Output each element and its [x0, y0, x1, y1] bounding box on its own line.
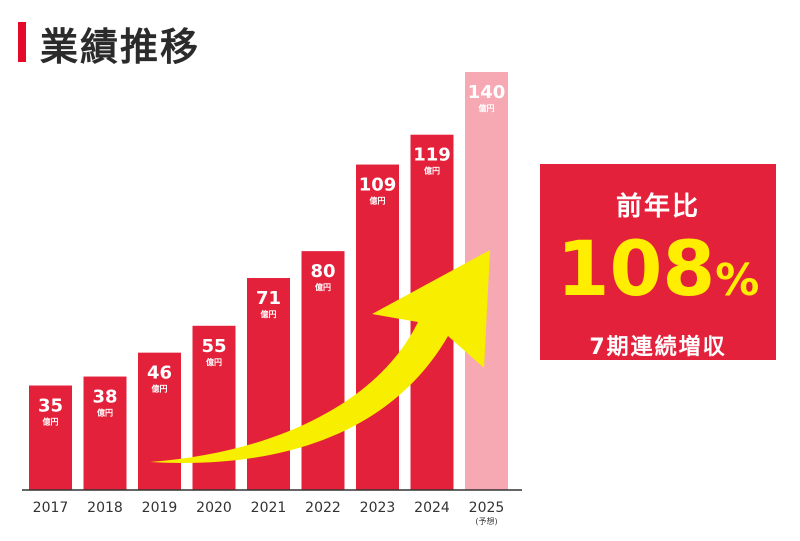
unit-label-2020: 億円 — [206, 357, 222, 367]
yoy-callout: 前年比 108% 7期連続増収 — [540, 164, 776, 360]
x-tick-2024: 2024 — [414, 500, 450, 516]
title-accent-bar — [18, 22, 26, 62]
value-label-2024: 119 — [413, 145, 451, 166]
x-tick-2018: 2018 — [87, 500, 123, 516]
x-tick-2025: 2025 — [469, 500, 505, 516]
page-title: 業績推移 — [40, 25, 201, 69]
unit-label-2024: 億円 — [424, 166, 440, 176]
value-label-2018: 38 — [92, 387, 117, 408]
yoy-percent-value: 108 — [556, 224, 716, 313]
x-tick-2021: 2021 — [251, 500, 287, 516]
consecutive-growth-label: 7期連続増収 — [589, 335, 727, 360]
unit-label-2017: 億円 — [43, 417, 59, 427]
value-label-2021: 71 — [256, 288, 281, 309]
bar-2018 — [83, 376, 127, 490]
value-label-2020: 55 — [201, 336, 226, 357]
value-label-2019: 46 — [147, 363, 172, 384]
yoy-label: 前年比 — [615, 192, 700, 222]
value-label-2025: 140 — [468, 82, 506, 103]
unit-label-2018: 億円 — [97, 408, 113, 418]
x-tick-2019: 2019 — [142, 500, 178, 516]
x-tick-2022: 2022 — [305, 500, 341, 516]
value-label-2017: 35 — [38, 396, 63, 417]
value-label-2022: 80 — [310, 261, 335, 282]
yoy-percent-unit: % — [715, 255, 760, 306]
bar-2019 — [138, 352, 181, 490]
growth-arrow — [150, 250, 490, 463]
unit-label-2022: 億円 — [315, 282, 331, 292]
x-tick-2017: 2017 — [33, 500, 69, 516]
unit-label-2019: 億円 — [152, 384, 168, 394]
bar-2023 — [356, 164, 399, 491]
unit-label-2021: 億円 — [261, 309, 277, 319]
x-tick-2020: 2020 — [196, 500, 232, 516]
value-label-2023: 109 — [359, 175, 397, 196]
x-tick-2023: 2023 — [360, 500, 396, 516]
unit-label-2023: 億円 — [370, 196, 386, 206]
bar-2022 — [301, 251, 345, 490]
bar-2017 — [29, 385, 72, 490]
x-tick-note-2025: (予想) — [475, 516, 497, 526]
unit-label-2025: 億円 — [479, 103, 495, 113]
yoy-percent: 108% — [540, 227, 776, 323]
